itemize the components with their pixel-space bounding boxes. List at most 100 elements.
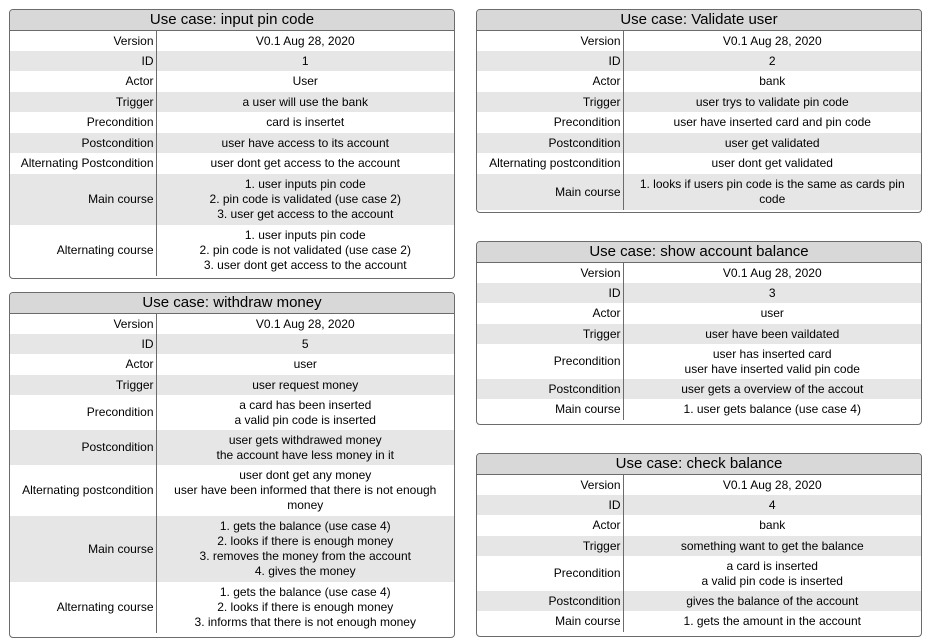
table-row: Postcondition gives the balance of the ac… <box>477 591 921 611</box>
table-row: ID 5 <box>10 334 454 354</box>
row-value: User <box>292 74 318 88</box>
row-key: Alternating postcondition <box>10 465 157 516</box>
row-value: gives the balance of the account <box>623 591 921 611</box>
row-value: 1. gets the balance (use case 4) 2. look… <box>156 516 454 582</box>
row-value: 4 <box>623 495 921 515</box>
row-value: V0.1 Aug 28, 2020 <box>722 265 822 280</box>
row-value: user dont get access to the account <box>210 156 400 170</box>
row-key: Main course <box>10 516 157 582</box>
row-key: Main course <box>477 174 624 210</box>
use-case-table: Version V0.1 Aug 28, 2020 ID 2 Actor bank Trig… <box>477 31 921 210</box>
row-value: V0.1 Aug 28, 2020 <box>722 33 822 48</box>
row-key: Trigger <box>10 92 157 112</box>
table-row: ID 1 <box>10 51 454 71</box>
row-value: 1. gets the amount in the account <box>683 614 861 628</box>
table-row: Actor user <box>10 354 454 375</box>
row-key: Postcondition <box>477 591 624 611</box>
table-row: Alternating course 1. user inputs pin cod… <box>10 225 454 276</box>
row-key: Actor <box>477 515 624 536</box>
row-key: Postcondition <box>10 133 157 153</box>
row-value: a user will use the bank <box>156 92 454 112</box>
row-key: Trigger <box>477 92 624 112</box>
row-value: 1. gets the balance (use case 4) 2. look… <box>194 585 416 629</box>
use-case-withdraw-money: Use case: withdraw money Version V0.1 Aug … <box>9 292 455 638</box>
row-value: V0.1 Aug 28, 2020 <box>255 316 355 331</box>
table-row: Version V0.1 Aug 28, 2020 <box>10 31 454 51</box>
row-value: 2 <box>623 51 921 71</box>
row-value: user <box>760 306 784 320</box>
row-value: user has inserted card user have inserte… <box>684 346 860 376</box>
row-key: Trigger <box>477 536 624 556</box>
row-value: 5 <box>156 334 454 354</box>
row-value: user <box>293 357 317 371</box>
use-case-table: Version V0.1 Aug 28, 2020 ID 5 Actor user Trig… <box>10 314 454 633</box>
row-key: ID <box>477 283 624 303</box>
row-value: 1. user inputs pin code 2. pin code is v… <box>156 174 454 225</box>
row-value: user gets a overview of the accout <box>623 379 921 399</box>
use-case-table: Version V0.1 Aug 28, 2020 ID 4 Actor bank Trig… <box>477 475 921 632</box>
table-row: Version V0.1 Aug 28, 2020 <box>477 263 921 283</box>
row-value: card is insertet <box>266 115 345 129</box>
row-value: user have inserted card and pin code <box>673 115 871 129</box>
use-case-input-pin-code: Use case: input pin code Version V0.1 Aug … <box>9 9 455 279</box>
row-key: Trigger <box>477 324 624 344</box>
table-row: Alternating postcondition user dont get a… <box>10 465 454 516</box>
table-row: Alternating postcondition user dont get v… <box>477 153 921 174</box>
table-row: Trigger user trys to validate pin code <box>477 92 921 112</box>
row-key: Version <box>477 475 624 495</box>
row-key: Alternating Postcondition <box>10 153 157 174</box>
row-key: Precondition <box>477 556 624 591</box>
row-value: bank <box>759 518 786 532</box>
table-row: Version V0.1 Aug 28, 2020 <box>477 31 921 51</box>
row-value: 3 <box>623 283 921 303</box>
row-value: user dont get any money user have been i… <box>174 468 437 512</box>
table-row: Precondition a card is inserted a valid p… <box>477 556 921 591</box>
row-key: ID <box>10 51 157 71</box>
row-key: Alternating postcondition <box>477 153 624 174</box>
table-row: Precondition card is insertet <box>10 112 454 133</box>
use-case-check-balance: Use case: check balance Version V0.1 Aug 2… <box>476 453 922 637</box>
row-key: Actor <box>477 303 624 324</box>
table-row: Postcondition user have access to its acc… <box>10 133 454 153</box>
table-row: Alternating course 1. gets the balance (u… <box>10 582 454 633</box>
table-row: Main course 1. gets the balance (use case… <box>10 516 454 582</box>
table-row: Actor User <box>10 71 454 92</box>
table-row: Main course 1. user gets balance (use cas… <box>477 399 921 420</box>
table-row: Trigger user request money <box>10 375 454 395</box>
row-key: Version <box>477 31 624 51</box>
table-row: ID 3 <box>477 283 921 303</box>
row-key: Precondition <box>10 395 157 430</box>
row-key: Main course <box>10 174 157 225</box>
use-case-title: Use case: check balance <box>477 454 921 475</box>
table-row: Trigger a user will use the bank <box>10 92 454 112</box>
use-case-title: Use case: Validate user <box>477 10 921 31</box>
row-value: V0.1 Aug 28, 2020 <box>255 33 355 48</box>
row-key: Alternating course <box>10 225 157 276</box>
row-key: Trigger <box>10 375 157 395</box>
row-value: 1. looks if users pin code is the same a… <box>623 174 921 210</box>
table-row: Alternating Postcondition user dont get a… <box>10 153 454 174</box>
row-key: Version <box>10 314 157 334</box>
row-value: user have access to its account <box>156 133 454 153</box>
table-row: Main course 1. gets the amount in the acc… <box>477 611 921 632</box>
row-value: 1 <box>156 51 454 71</box>
row-key: Precondition <box>477 344 624 379</box>
row-key: ID <box>10 334 157 354</box>
table-row: Actor bank <box>477 515 921 536</box>
table-row: Postcondition user get validated <box>477 133 921 153</box>
use-case-table: Version V0.1 Aug 28, 2020 ID 3 Actor user Trig… <box>477 263 921 420</box>
row-value: a card is inserted a valid pin code is i… <box>701 558 843 588</box>
row-value: something want to get the balance <box>623 536 921 556</box>
row-value: user get validated <box>623 133 921 153</box>
row-key: Actor <box>477 71 624 92</box>
table-row: Precondition a card has been inserted a v… <box>10 395 454 430</box>
row-value: user trys to validate pin code <box>623 92 921 112</box>
table-row: Trigger user have been vaildated <box>477 324 921 344</box>
row-key: Precondition <box>10 112 157 133</box>
row-value: 1. user gets balance (use case 4) <box>683 402 861 416</box>
table-row: ID 2 <box>477 51 921 71</box>
use-case-show-account-balance: Use case: show account balance Version V0.… <box>476 241 922 425</box>
row-value: user have been vaildated <box>623 324 921 344</box>
table-row: Main course 1. looks if users pin code is… <box>477 174 921 210</box>
use-case-title: Use case: input pin code <box>10 10 454 31</box>
